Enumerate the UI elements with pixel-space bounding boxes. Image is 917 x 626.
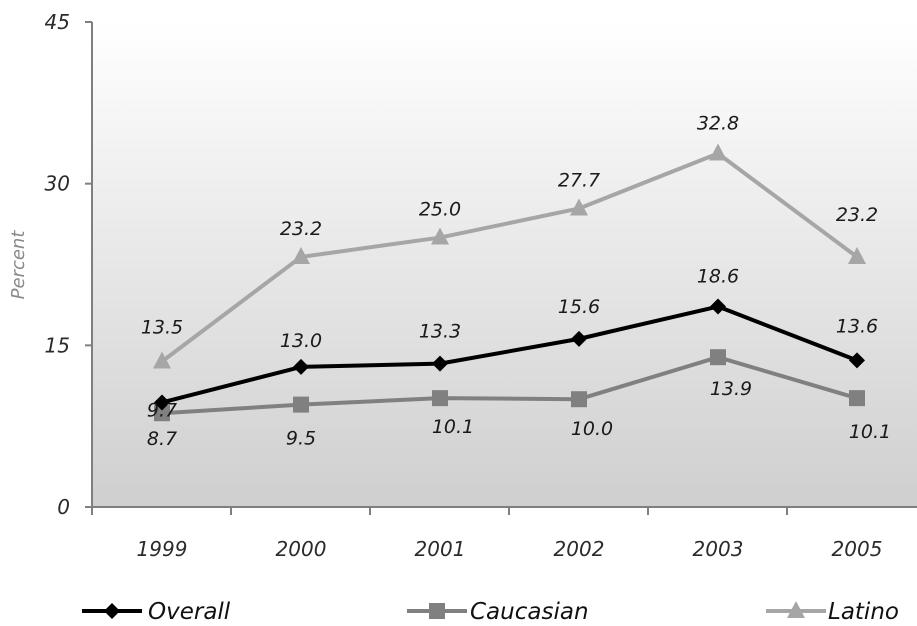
caucasian-point [849, 390, 865, 407]
caucasian-data-label: 9.5 [286, 428, 316, 450]
x-tick-label: 2001 [415, 537, 466, 561]
overall-point [293, 358, 309, 375]
y-tick-label: 30 [45, 172, 70, 196]
latino-legend-label: Latino [828, 599, 899, 625]
latino-data-label: 23.2 [836, 204, 878, 226]
overall-point [710, 298, 726, 315]
overall-data-label: 9.7 [147, 399, 177, 421]
latino-data-label: 23.2 [280, 218, 322, 240]
x-tick-label: 2002 [554, 537, 605, 561]
x-tick-label: 1999 [137, 537, 188, 561]
y-axis-label: Percent [8, 230, 29, 300]
x-tick-label: 2000 [276, 537, 327, 561]
overall-data-label: 13.0 [280, 330, 322, 352]
y-tick-label: 0 [57, 495, 70, 519]
latino-point [431, 227, 449, 245]
overall-data-label: 15.6 [558, 296, 600, 318]
overall-data-label: 18.6 [697, 266, 739, 288]
overall-point [154, 394, 170, 411]
latino-data-label: 27.7 [558, 169, 600, 191]
latino-data-label: 13.5 [141, 317, 183, 339]
latino-point [153, 351, 171, 369]
overall-data-label: 13.3 [419, 321, 461, 343]
latino-point [570, 198, 588, 216]
caucasian-data-label: 10.1 [849, 421, 891, 443]
caucasian-data-label: 13.9 [710, 378, 752, 400]
y-tick-label: 45 [45, 10, 70, 34]
overall-legend-label: Overall [148, 599, 231, 625]
caucasian-point [293, 396, 309, 413]
overall-series-line [161, 304, 858, 405]
caucasian-series-line [161, 355, 858, 416]
latino-point [292, 246, 310, 264]
overall-legend-marker [104, 603, 120, 619]
caucasian-data-label: 8.7 [147, 428, 177, 450]
caucasian-point [432, 390, 448, 407]
legend: Overall Caucasian Latino [82, 599, 899, 625]
overall-point [849, 352, 865, 369]
latino-series-line [160, 151, 859, 364]
latino-point [848, 246, 866, 264]
caucasian-point [571, 391, 587, 408]
caucasian-point [710, 349, 726, 366]
overall-point [432, 355, 448, 372]
caucasian-data-label: 10.1 [432, 416, 474, 438]
latino-point [709, 143, 727, 161]
y-tick-label: 15 [45, 333, 70, 357]
caucasian-point [154, 405, 170, 422]
latino-data-label: 25.0 [419, 199, 461, 221]
x-tick-label: 2003 [693, 537, 744, 561]
overall-point [571, 330, 587, 347]
latino-legend-marker [787, 601, 805, 618]
caucasian-data-label: 10.0 [571, 418, 613, 440]
x-tick-label: 2005 [832, 537, 883, 561]
caucasian-legend-marker [429, 603, 445, 619]
overall-data-label: 13.6 [836, 315, 878, 337]
caucasian-legend-label: Caucasian [470, 599, 589, 625]
plot-area [92, 22, 917, 507]
latino-data-label: 32.8 [697, 112, 739, 134]
